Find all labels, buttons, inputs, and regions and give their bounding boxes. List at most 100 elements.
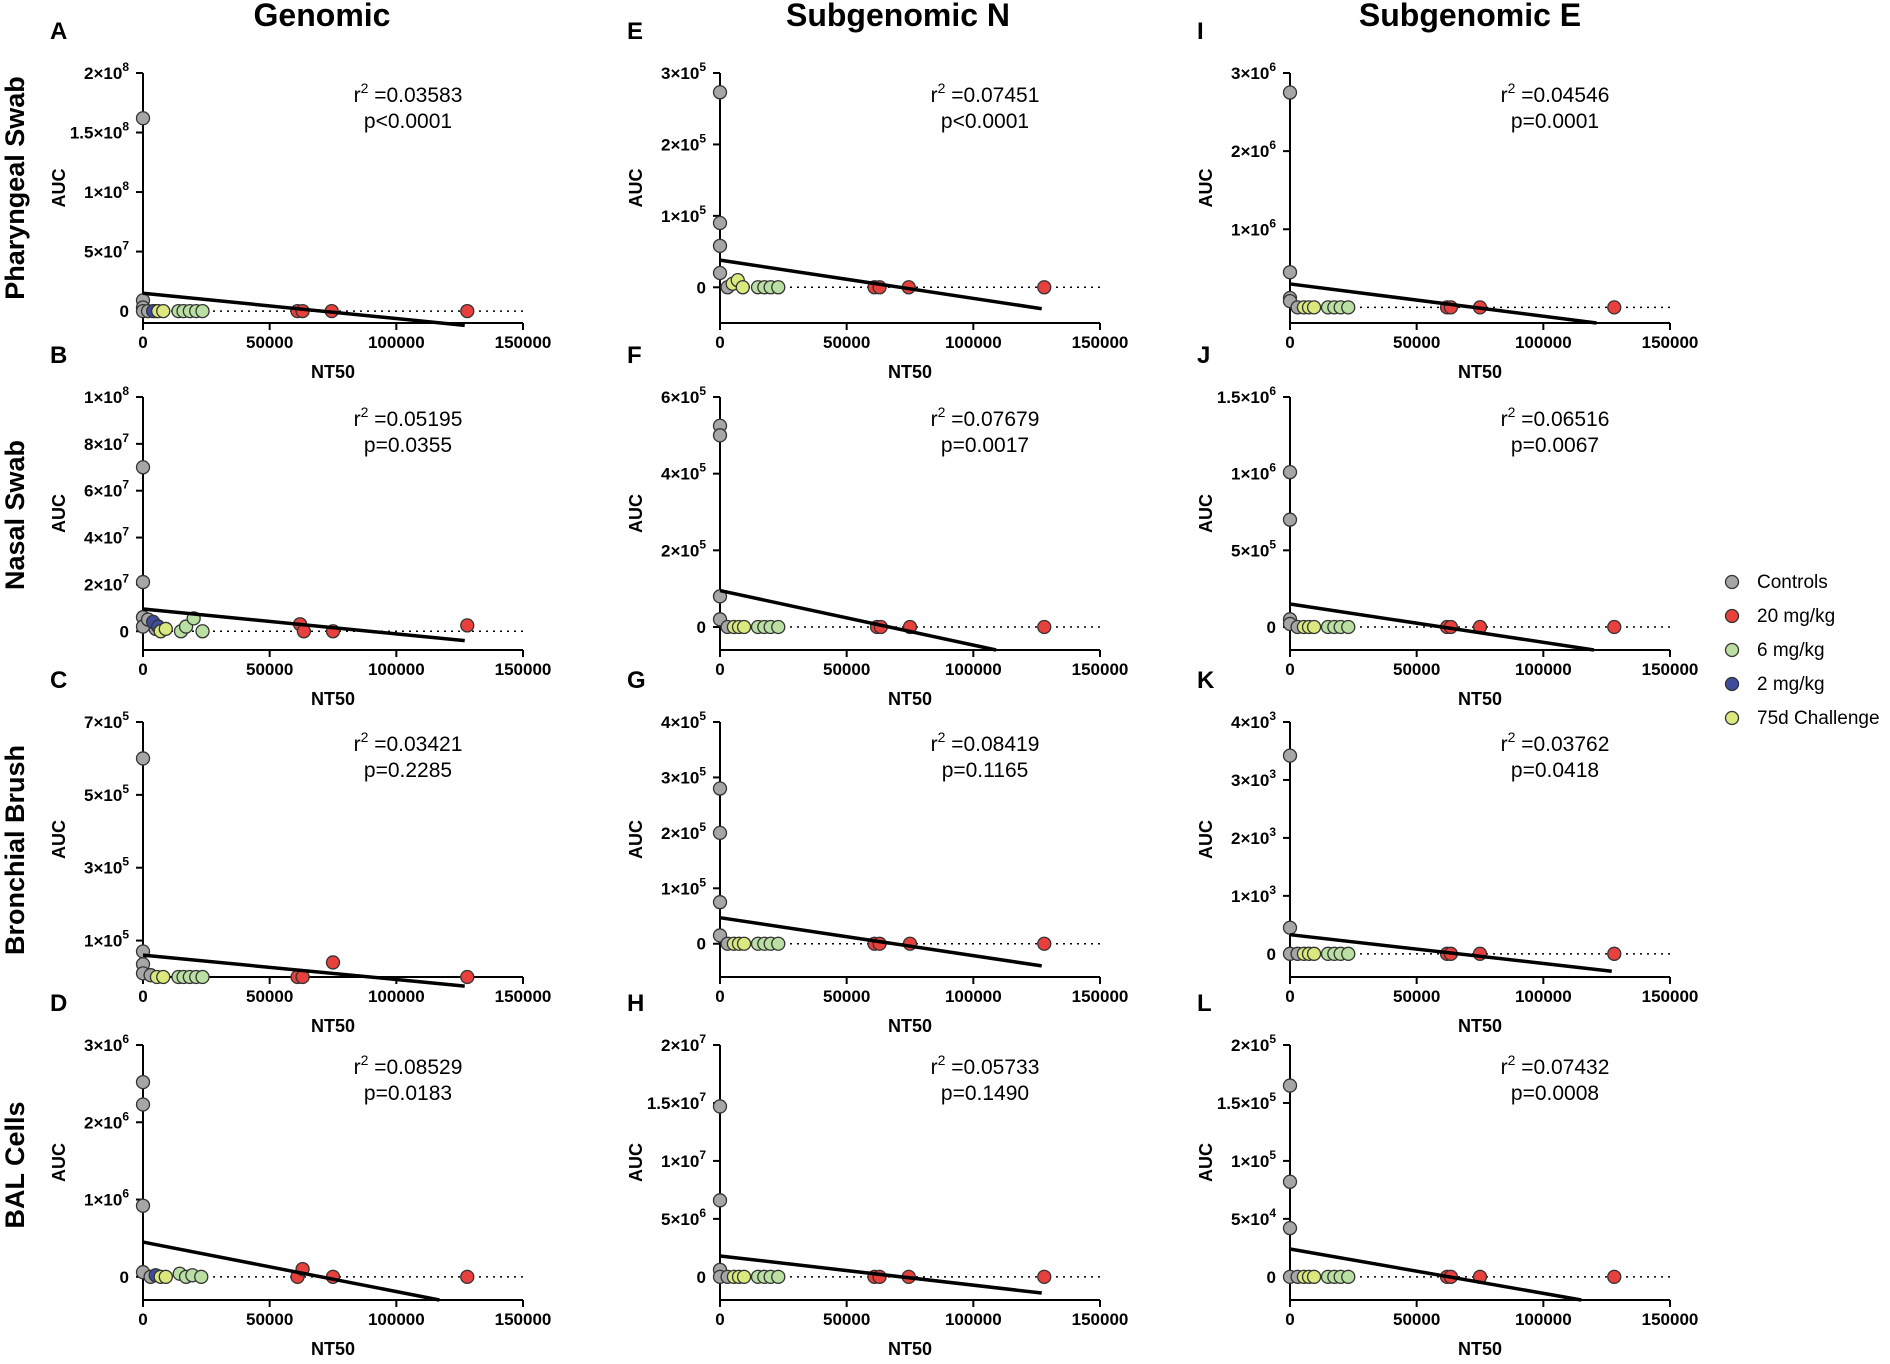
x-tick-label: 50000 (246, 660, 293, 679)
y-axis-label: AUC (626, 1143, 646, 1182)
data-point-6-mg-kg (195, 969, 210, 985)
legend-label: 6 mg/kg (1757, 640, 1825, 661)
x-tick-label: 100000 (368, 660, 425, 679)
panel-A: A 0 50000 100000 150000 0 5×107 1×108 1.5×108 2×1… (49, 18, 551, 382)
p-value-label: p=0.1490 (941, 1082, 1029, 1105)
x-tick-label: 150000 (1072, 333, 1129, 352)
y-tick-label: 0 (697, 278, 706, 297)
panel-label: K (1197, 667, 1215, 694)
y-tick-label: 4×103 (1231, 709, 1276, 732)
r-squared-label: r2 =0.07451 (931, 80, 1040, 107)
regression-line (142, 953, 465, 988)
legend-item: 6 mg/kg (1724, 640, 1825, 661)
p-value-label: p=0.0001 (1511, 110, 1599, 133)
data-point-20-mg-kg (1607, 1269, 1622, 1284)
p-value-label: p=0.0008 (1511, 1082, 1599, 1105)
y-tick-label: 4×105 (661, 461, 706, 484)
x-axis-label: NT50 (888, 362, 932, 382)
legend-marker (1724, 676, 1740, 692)
panel-label: L (1197, 990, 1212, 1017)
data-point-controls (1282, 748, 1298, 763)
x-axis-label: NT50 (1458, 1339, 1502, 1359)
data-point-20-mg-kg (460, 303, 475, 319)
regression-line (142, 607, 465, 643)
data-point-controls (1282, 1174, 1298, 1189)
data-point-20-mg-kg (1037, 1269, 1052, 1284)
y-tick-label: 7×105 (84, 709, 129, 732)
p-value-label: p<0.0001 (941, 110, 1029, 133)
y-tick-label: 1×105 (661, 875, 706, 898)
panel-H: H 0 50000 100000 150000 0 5×106 1×107 1.5×107 2×1… (626, 990, 1128, 1359)
data-point-20-mg-kg (460, 1269, 475, 1284)
panel-L: L 0 50000 100000 150000 0 5×104 1×105 1.5×105 2×1… (1196, 990, 1698, 1359)
y-axis-label: AUC (49, 169, 69, 208)
column-title: Genomic (254, 0, 391, 33)
x-tick-label: 0 (715, 987, 724, 1006)
y-tick-label: 2×107 (84, 571, 129, 594)
panel-G: G 0 50000 100000 150000 0 1×105 2×105 3×105 4×105… (626, 667, 1128, 1036)
y-tick-label: 4×107 (84, 525, 129, 548)
panel-F: F 0 50000 100000 150000 0 2×105 4×105 6×105 NT50 A… (626, 342, 1128, 709)
p-value-label: p<0.0001 (364, 110, 452, 133)
x-tick-label: 0 (138, 987, 147, 1006)
data-point-75d-challenge (156, 303, 171, 319)
row-title: Bronchial Brush (0, 745, 30, 955)
x-axis-label: NT50 (311, 362, 355, 382)
y-axis-label: AUC (626, 169, 646, 208)
panel-label: H (627, 990, 644, 1017)
data-point-controls (712, 215, 728, 231)
x-tick-label: 100000 (368, 333, 425, 352)
data-point-75d-challenge (1306, 1269, 1322, 1284)
legend-marker (1724, 574, 1740, 590)
titles: Genomic Subgenomic N Subgenomic E Pharyngea… (0, 0, 1581, 1229)
data-point-controls (135, 1074, 151, 1090)
x-tick-label: 150000 (495, 987, 552, 1006)
data-point-20-mg-kg (1607, 300, 1622, 315)
legend-label: Controls (1757, 572, 1828, 593)
panel-C: C 0 50000 100000 150000 1×105 3×105 5×105 7×105 N… (49, 667, 551, 1036)
data-point-75d-challenge (1306, 619, 1322, 635)
x-axis-label: NT50 (888, 1016, 932, 1036)
data-point-controls (135, 460, 151, 475)
panel-label: J (1197, 342, 1210, 369)
data-point-controls (1282, 512, 1298, 527)
x-axis-label: NT50 (311, 1016, 355, 1036)
panel-label: E (627, 18, 643, 45)
x-tick-label: 0 (138, 333, 147, 352)
x-tick-label: 150000 (1072, 660, 1129, 679)
x-tick-label: 100000 (1515, 1310, 1572, 1329)
x-tick-label: 100000 (368, 987, 425, 1006)
x-tick-label: 50000 (246, 987, 293, 1006)
regression-line (719, 588, 997, 652)
y-tick-label: 1.5×106 (1217, 384, 1276, 407)
y-axis-label: AUC (49, 494, 69, 533)
data-point-6-mg-kg (771, 280, 786, 295)
data-point-controls (135, 1198, 151, 1213)
data-point-75d-challenge (736, 1269, 752, 1284)
data-point-75d-challenge (735, 280, 750, 295)
data-point-controls (712, 265, 728, 281)
y-tick-label: 2×106 (84, 1109, 129, 1132)
data-point-20-mg-kg (1037, 619, 1052, 635)
x-tick-label: 150000 (495, 660, 552, 679)
p-value-label: p=0.0183 (364, 1082, 452, 1105)
y-axis-label: AUC (49, 820, 69, 859)
panel-label: D (50, 990, 67, 1017)
x-tick-label: 100000 (945, 1310, 1002, 1329)
y-tick-label: 0 (120, 1268, 129, 1287)
x-axis-label: NT50 (1458, 1016, 1502, 1036)
data-point-6-mg-kg (771, 1269, 786, 1284)
regression-line (719, 1254, 1042, 1295)
data-point-75d-challenge (158, 621, 173, 637)
y-axis-label: AUC (49, 1143, 69, 1182)
y-tick-label: 1×108 (84, 179, 129, 202)
panel-label: C (50, 667, 67, 694)
panel-E: E 0 50000 100000 150000 0 1×105 2×105 3×105 NT50 A… (626, 18, 1128, 382)
data-point-20-mg-kg (1607, 619, 1622, 635)
y-tick-label: 1.5×105 (1217, 1090, 1276, 1113)
x-tick-label: 150000 (1072, 1310, 1129, 1329)
y-tick-label: 3×103 (1231, 767, 1276, 790)
y-tick-label: 1×108 (84, 384, 129, 407)
y-tick-label: 2×107 (661, 1032, 706, 1055)
data-point-20-mg-kg (460, 969, 475, 985)
